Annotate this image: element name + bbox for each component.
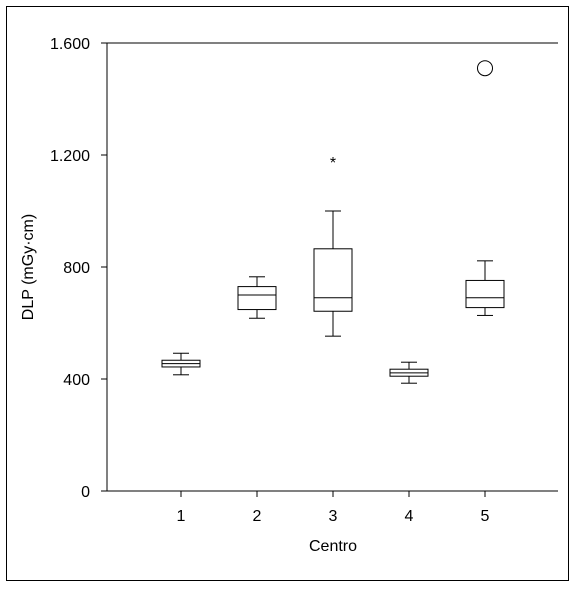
box-centro-4 <box>389 361 429 384</box>
y-tick-label: 1.600 <box>50 36 90 53</box>
x-tick-label: 4 <box>405 508 414 525</box>
y-tick-label: 0 <box>81 484 90 501</box>
iqr-box <box>237 286 277 311</box>
y-tick-label: 1.200 <box>50 148 90 165</box>
boxes: * <box>161 60 505 384</box>
x-tick-label: 3 <box>329 508 338 525</box>
extreme-marker: * <box>330 155 336 172</box>
box-centro-3: * <box>313 155 353 337</box>
y-ticks: 0 400 800 1.200 1.600 <box>50 36 107 501</box>
x-axis-title: Centro <box>309 538 357 555</box>
box-centro-2 <box>237 276 277 319</box>
x-tick-label: 5 <box>481 508 490 525</box>
y-axis-title: DLP (mGy·cm) <box>20 214 37 320</box>
x-tick-label: 2 <box>253 508 262 525</box>
x-ticks: 1 2 3 4 5 <box>177 491 490 525</box>
iqr-box <box>313 248 353 312</box>
box-centro-1 <box>161 352 201 376</box>
x-tick-label: 1 <box>177 508 186 525</box>
y-tick-label: 400 <box>63 372 90 389</box>
iqr-box <box>465 279 505 309</box>
box-centro-5 <box>465 60 505 316</box>
y-tick-label: 800 <box>63 260 90 277</box>
outlier-marker <box>477 60 493 77</box>
